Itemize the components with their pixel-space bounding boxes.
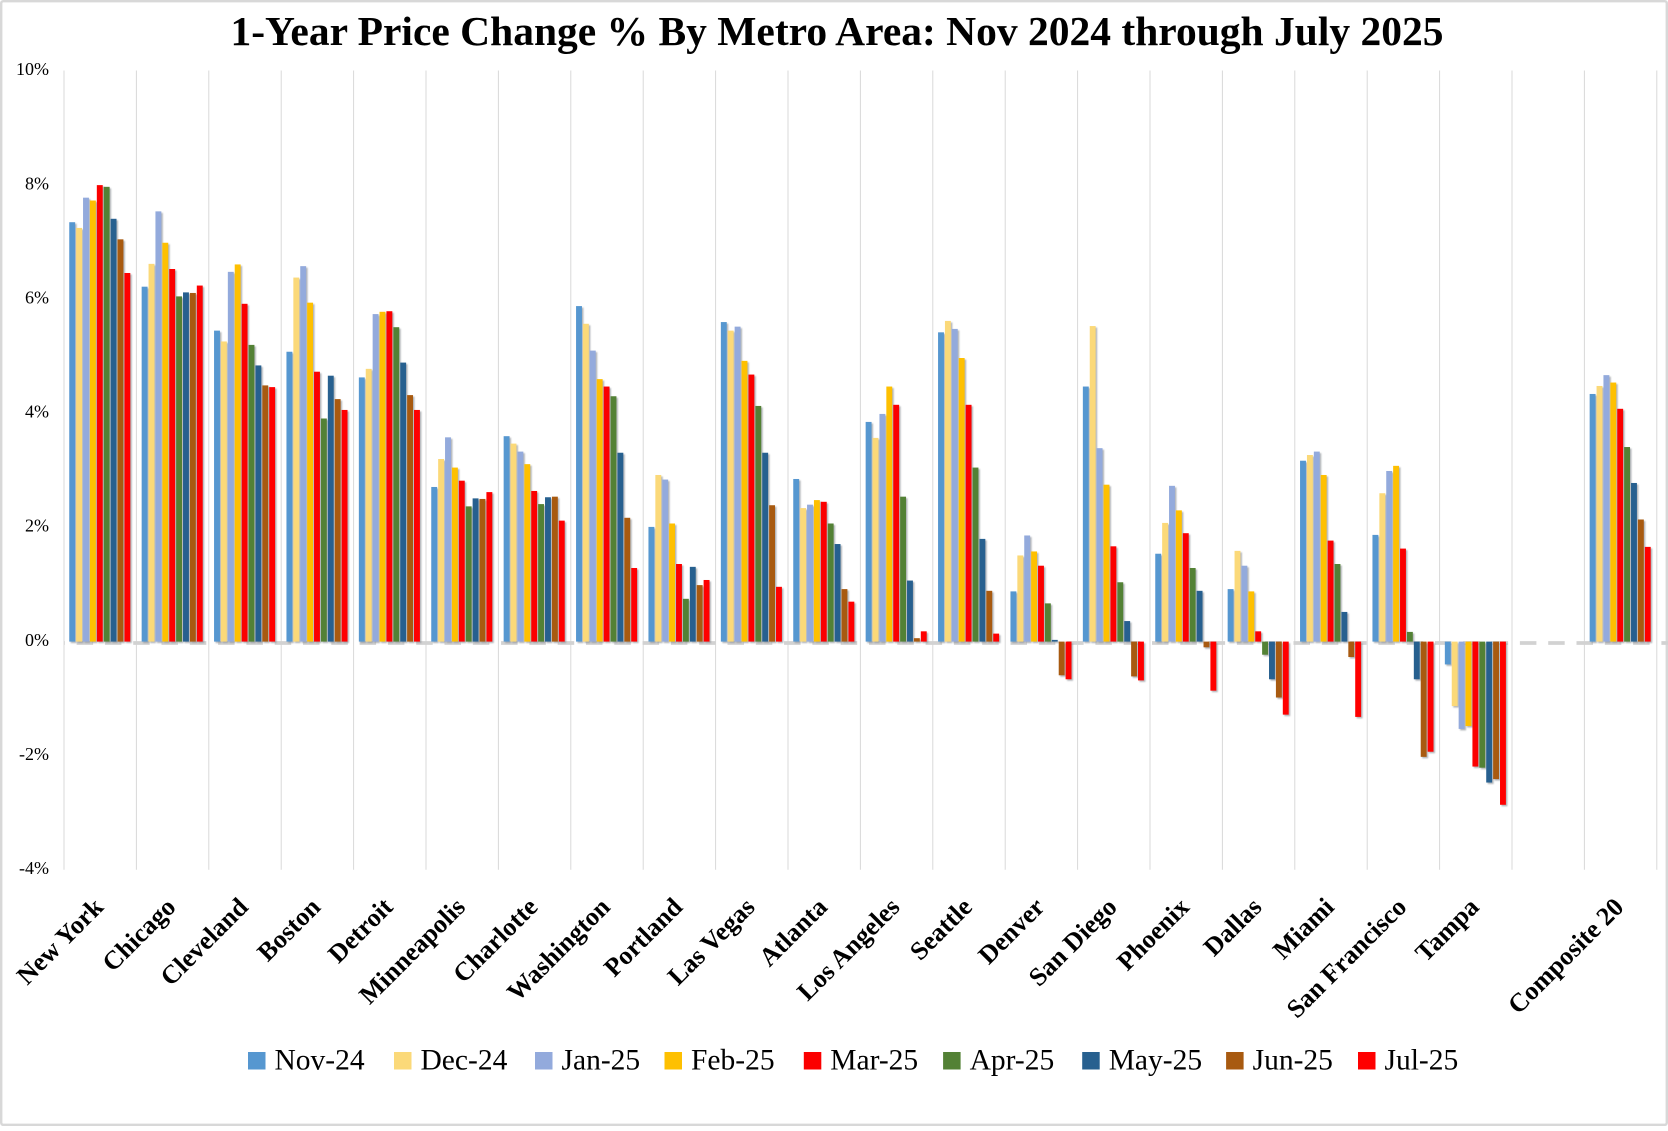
svg-text:Apr-25: Apr-25 — [970, 1045, 1055, 1077]
svg-text:-4%: -4% — [19, 858, 49, 878]
svg-text:Dec-24: Dec-24 — [421, 1045, 508, 1077]
svg-text:-2%: -2% — [19, 744, 49, 764]
svg-text:Jun-25: Jun-25 — [1253, 1045, 1333, 1077]
svg-text:Mar-25: Mar-25 — [830, 1045, 918, 1077]
svg-text:May-25: May-25 — [1109, 1045, 1202, 1077]
svg-text:1-Year Price Change % By Metro: 1-Year Price Change % By Metro Area: Nov… — [230, 8, 1443, 54]
svg-text:8%: 8% — [25, 173, 49, 193]
svg-text:10%: 10% — [16, 59, 49, 79]
svg-text:6%: 6% — [25, 287, 49, 307]
svg-text:0%: 0% — [25, 630, 49, 650]
svg-text:Feb-25: Feb-25 — [691, 1045, 775, 1077]
svg-text:2%: 2% — [25, 516, 49, 536]
svg-text:Jul-25: Jul-25 — [1385, 1045, 1459, 1077]
svg-text:4%: 4% — [25, 402, 49, 422]
svg-text:Nov-24: Nov-24 — [275, 1045, 365, 1077]
svg-text:Jan-25: Jan-25 — [562, 1045, 641, 1077]
